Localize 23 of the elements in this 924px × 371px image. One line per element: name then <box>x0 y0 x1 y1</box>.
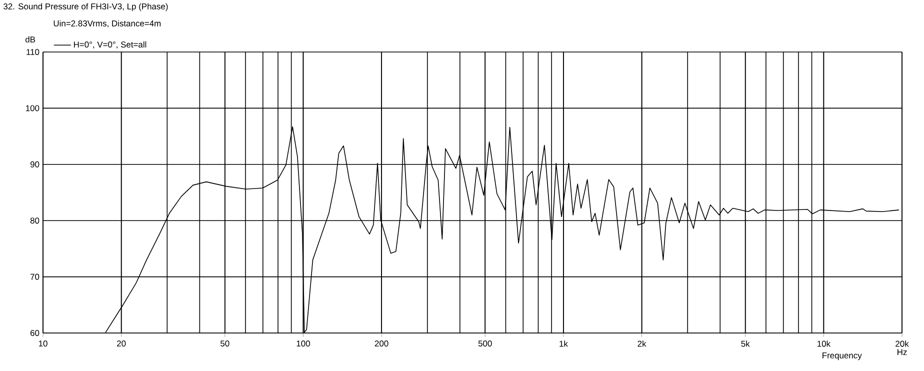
x-tick-label: 20 <box>117 340 126 347</box>
x-tick-label: 2k <box>638 340 646 347</box>
y-tick-label: 60 <box>30 330 40 336</box>
y-tick-label: 80 <box>30 218 40 224</box>
x-tick-label: 20k <box>896 340 909 347</box>
x-axis-title: Frequency <box>822 352 862 360</box>
text: Hz <box>898 349 907 356</box>
x-tick-label: 5k <box>741 340 750 347</box>
chart-title: 32. Sound Pressure of FH3I-V3, Lp (Phase) <box>4 3 168 12</box>
legend-label: H=0°, V=0°, Set=all <box>74 41 146 49</box>
y-tick-label: 70 <box>30 274 40 280</box>
x-tick-label: 50 <box>220 340 230 347</box>
x-tick-label: 1k <box>560 340 568 347</box>
y-tick-label: 100 <box>26 105 40 112</box>
x-tick-label: 500 <box>478 340 492 347</box>
x-tick-label: 10k <box>818 340 831 347</box>
chart-subtitle: Uin=2.83Vrms, Distance=4m <box>54 20 161 28</box>
x-tick-label: 100 <box>296 340 310 347</box>
y-axis-title: dB <box>25 36 36 42</box>
x-tick-label: 10 <box>38 340 48 347</box>
y-tick-label: 90 <box>30 161 40 168</box>
y-tick-label: 110 <box>26 49 40 55</box>
x-tick-label: 200 <box>374 340 388 347</box>
